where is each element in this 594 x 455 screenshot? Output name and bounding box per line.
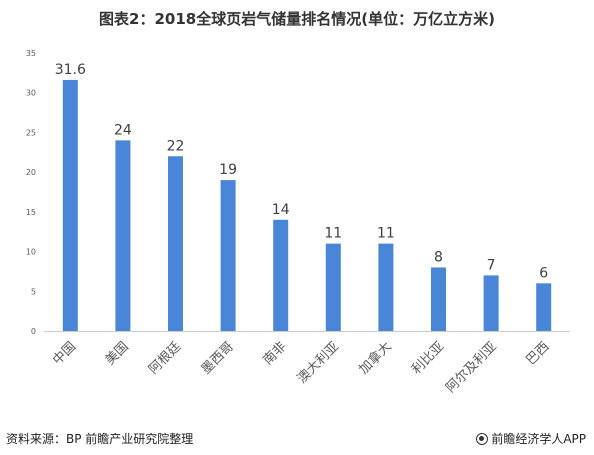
bar [325,243,341,331]
x-tick-label: 阿根廷 [146,339,184,377]
value-label: 19 [219,162,237,178]
value-labels: 31.6 24 22 19 14 11 11 8 7 6 [55,62,549,281]
bar [378,243,394,331]
source-note: 资料来源：BP 前瞻产业研究院整理 [6,432,194,446]
bar [168,156,183,331]
bar [273,219,289,331]
x-tick-label: 南非 [260,339,290,369]
x-tick-label: 加拿大 [356,339,395,378]
y-tick-label: 25 [26,128,36,137]
bar [62,80,78,332]
value-label: 6 [539,265,548,281]
brand-credit: 前瞻经济学人APP [476,430,586,447]
y-tick-label: 0 [31,327,36,336]
bar [220,180,236,331]
chart-title: 图表2：2018全球页岩气储量排名情况(单位：万亿立方米) [99,10,495,28]
x-tick-label: 澳大利亚 [294,339,342,387]
y-tick-label: 15 [26,208,36,217]
value-label: 7 [487,257,496,273]
x-tick-label: 阿尔及利亚 [443,339,500,396]
y-tick-label: 20 [26,168,36,177]
y-tick-label: 35 [26,49,36,58]
value-label: 11 [324,226,342,242]
x-tick-label: 美国 [103,339,132,368]
x-tick-label: 巴西 [524,339,553,368]
brand-logo-icon [476,432,489,445]
x-tick-label: 中国 [50,339,79,368]
bar [115,140,131,331]
brand-name: 前瞻经济学人APP [491,432,586,446]
bar [483,275,499,331]
value-label: 8 [434,249,443,265]
bar [536,283,552,331]
value-label: 11 [377,226,395,242]
bar [431,267,446,331]
y-tick-label: 10 [26,248,36,257]
value-label: 31.6 [55,62,86,78]
value-label: 24 [114,122,132,138]
value-label: 14 [272,202,290,218]
bars [62,80,552,332]
value-label: 22 [167,138,185,154]
y-tick-label: 30 [26,89,36,98]
y-axis-ticks: 0 5 10 15 20 25 30 35 [26,49,36,336]
x-tick-label: 利比亚 [409,339,447,377]
x-tick-label: 墨西哥 [199,339,237,377]
y-tick-label: 5 [31,287,36,296]
